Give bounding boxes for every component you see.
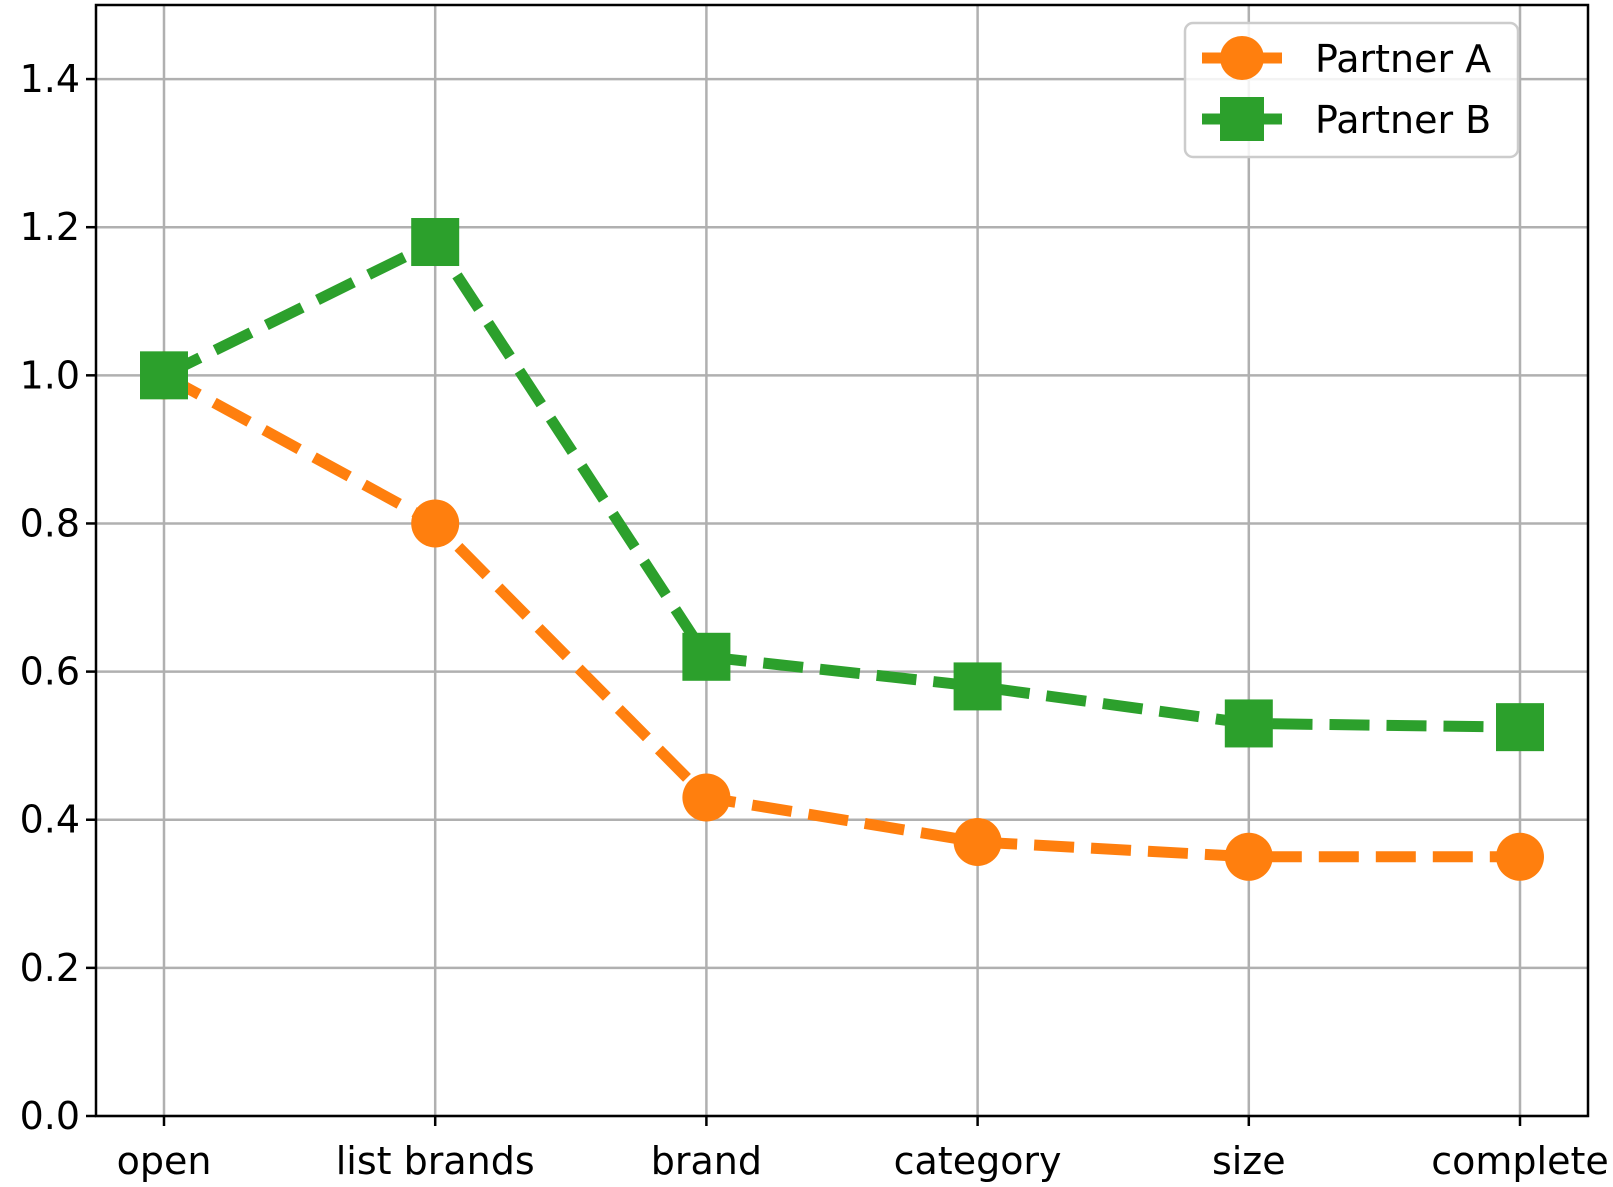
legend-marker (1220, 97, 1264, 141)
series-layer (140, 218, 1544, 881)
x-tick-label: open (117, 1139, 212, 1183)
series-partner-b (140, 218, 1544, 752)
data-point (682, 632, 731, 681)
y-tick-label: 0.4 (20, 798, 80, 842)
data-point (953, 817, 1002, 866)
legend-entry: Partner B (1202, 97, 1491, 142)
x-tick-label: brand (651, 1139, 762, 1183)
y-tick-label: 0.8 (20, 501, 80, 545)
data-point (411, 218, 460, 267)
legend-label: Partner A (1315, 37, 1491, 81)
tick-layer: 0.0 0.2 0.4 0.6 0.8 1.0 1.2 1.4 open list brands b… (20, 57, 1609, 1183)
series-line (161, 236, 1521, 733)
plot-frame (94, 3, 1590, 1118)
y-tick-label: 0.0 (20, 1094, 80, 1138)
y-tick-label: 1.4 (20, 57, 80, 101)
series-line (161, 370, 1520, 863)
y-tick-label: 0.2 (20, 946, 80, 990)
data-point (682, 773, 731, 822)
data-point (411, 499, 460, 548)
data-point (1224, 832, 1273, 881)
data-point (953, 662, 1002, 711)
x-tick-label: category (894, 1139, 1062, 1183)
y-tick-label: 1.2 (20, 205, 80, 249)
y-tick-label: 0.6 (20, 650, 80, 694)
legend: Partner A Partner B (1183, 21, 1520, 159)
x-tick-label: complete (1431, 1139, 1609, 1183)
x-tick-label: size (1212, 1139, 1286, 1183)
legend-marker (1220, 36, 1264, 80)
data-point (140, 351, 188, 400)
legend-entry: Partner A (1202, 36, 1491, 81)
series-partner-a (140, 351, 1544, 881)
data-point (1496, 703, 1544, 752)
y-tick-label: 1.0 (20, 353, 80, 397)
x-tick-label: list brands (336, 1139, 535, 1183)
legend-label: Partner B (1315, 98, 1491, 142)
data-point (1224, 699, 1273, 748)
data-point (1496, 832, 1544, 881)
grid-layer (96, 5, 1588, 1118)
